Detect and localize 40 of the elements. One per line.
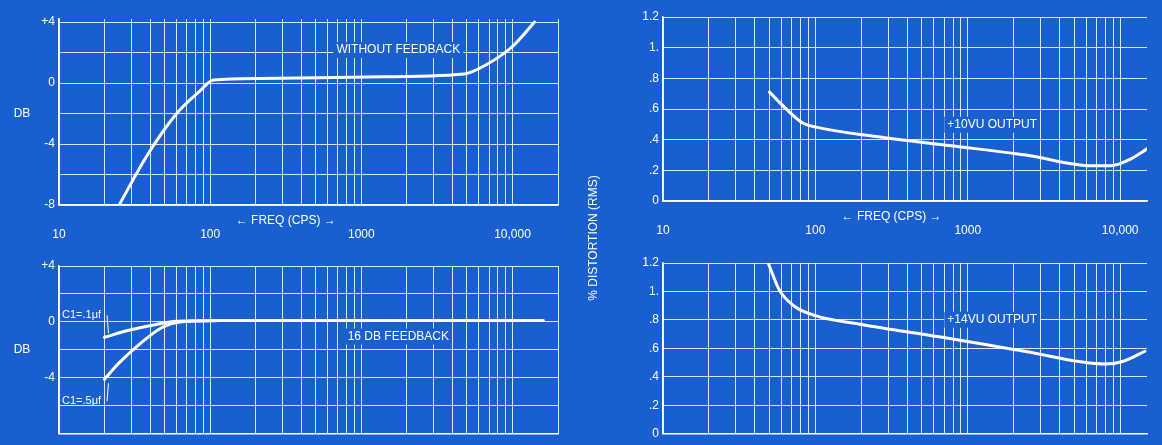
- y-tick-label: .4: [648, 131, 660, 146]
- x-tick-label: 10: [656, 222, 670, 237]
- y-tick-label: 1.2: [642, 9, 660, 24]
- x-tick-label: 10,000: [1101, 222, 1139, 237]
- series-label: +14VU OUTPUT: [947, 312, 1038, 327]
- y-tick-label: .6: [648, 340, 660, 355]
- y-axis-title: DB: [13, 105, 31, 120]
- y-tick-label: -4: [44, 136, 56, 151]
- y-tick-label: 1.: [648, 39, 659, 54]
- y-tick-label: 0: [48, 75, 56, 90]
- y-tick-label: .8: [648, 70, 660, 85]
- x-tick-label: 10: [52, 226, 66, 241]
- y-tick-label: -4: [44, 370, 56, 385]
- x-tick-label: 1000: [347, 226, 375, 241]
- y-tick-label: .8: [648, 312, 660, 327]
- y-tick-label: 0: [652, 193, 660, 208]
- y-tick-label: 0: [48, 314, 56, 329]
- annotation: 16 DB FEEDBACK: [347, 328, 450, 343]
- y-tick-label: .4: [648, 369, 660, 384]
- y-tick-label: +4: [41, 14, 56, 29]
- y-tick-label: 0: [652, 426, 660, 441]
- x-tick-label: 100: [200, 226, 221, 241]
- series-label: WITHOUT FEEDBACK: [336, 42, 461, 57]
- x-tick-label: 100: [805, 222, 826, 237]
- series-label: C1=.1μf: [62, 308, 102, 321]
- y-tick-label: 1.2: [642, 255, 660, 270]
- y-tick-label: -8: [44, 197, 56, 212]
- y-axis-title: % DISTORTION (RMS): [586, 175, 600, 301]
- x-tick-label: 1000: [954, 222, 982, 237]
- x-tick-label: 10,000: [494, 226, 532, 241]
- y-tick-label: +4: [41, 258, 56, 273]
- x-axis-title: ← FREQ (CPS) →: [841, 209, 942, 224]
- y-axis-title: DB: [13, 342, 31, 357]
- y-tick-label: .6: [648, 101, 660, 116]
- series-label: +10VU OUTPUT: [947, 117, 1038, 132]
- y-tick-label: 1.: [648, 283, 659, 298]
- y-tick-label: .2: [648, 162, 660, 177]
- series-label: C1=.5μf: [62, 394, 102, 407]
- y-tick-label: .2: [648, 397, 660, 412]
- x-axis-title: ← FREQ (CPS) →: [235, 213, 336, 228]
